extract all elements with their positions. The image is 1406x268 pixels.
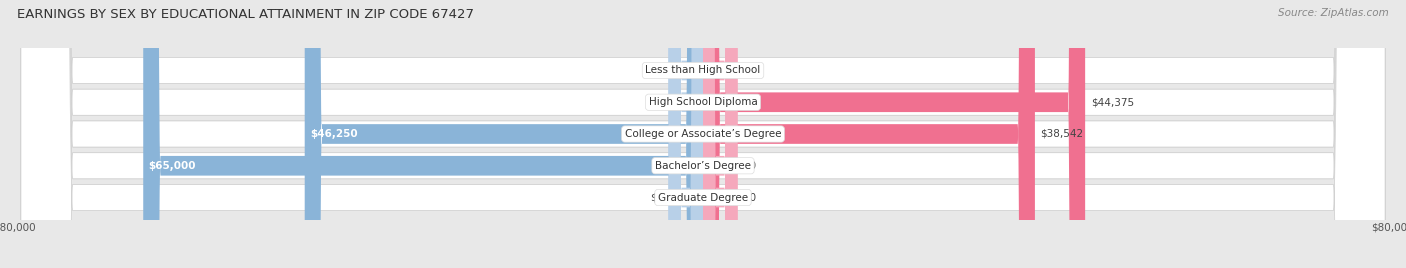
Text: High School Diploma: High School Diploma [648,97,758,107]
FancyBboxPatch shape [21,0,1385,268]
Text: $0: $0 [742,65,756,76]
Text: EARNINGS BY SEX BY EDUCATIONAL ATTAINMENT IN ZIP CODE 67427: EARNINGS BY SEX BY EDUCATIONAL ATTAINMEN… [17,8,474,21]
FancyBboxPatch shape [21,0,1385,268]
FancyBboxPatch shape [669,0,703,268]
FancyBboxPatch shape [703,0,1035,268]
Text: $38,542: $38,542 [1040,129,1084,139]
FancyBboxPatch shape [305,0,703,268]
Text: $0: $0 [650,65,664,76]
Text: $0: $0 [742,192,756,203]
FancyBboxPatch shape [703,0,738,268]
Text: $65,000: $65,000 [149,161,197,171]
FancyBboxPatch shape [703,0,738,268]
Text: Graduate Degree: Graduate Degree [658,192,748,203]
Text: $44,375: $44,375 [1091,97,1133,107]
FancyBboxPatch shape [21,0,1385,268]
Text: $0: $0 [742,161,756,171]
FancyBboxPatch shape [21,0,1385,268]
FancyBboxPatch shape [703,0,738,268]
FancyBboxPatch shape [21,0,1385,268]
Text: $46,250: $46,250 [311,129,359,139]
FancyBboxPatch shape [669,0,703,268]
FancyBboxPatch shape [21,0,1385,268]
Text: Bachelor’s Degree: Bachelor’s Degree [655,161,751,171]
Text: Less than High School: Less than High School [645,65,761,76]
FancyBboxPatch shape [669,0,703,268]
Text: Source: ZipAtlas.com: Source: ZipAtlas.com [1278,8,1389,18]
FancyBboxPatch shape [21,0,1385,268]
FancyBboxPatch shape [703,0,1085,268]
FancyBboxPatch shape [21,0,1385,268]
FancyBboxPatch shape [21,0,1385,268]
FancyBboxPatch shape [21,0,1385,268]
FancyBboxPatch shape [143,0,703,268]
Text: College or Associate’s Degree: College or Associate’s Degree [624,129,782,139]
Text: $0: $0 [650,97,664,107]
Text: $0: $0 [650,192,664,203]
